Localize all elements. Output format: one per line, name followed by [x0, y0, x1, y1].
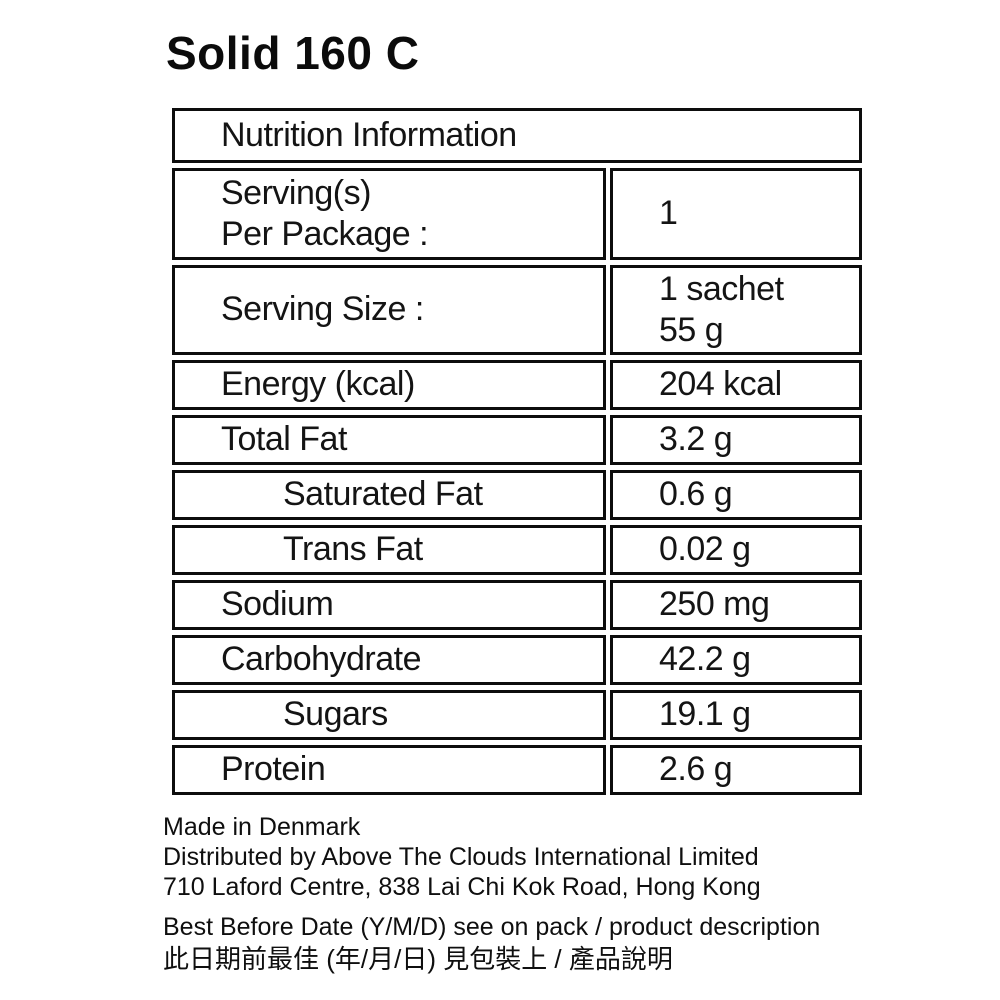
table-row-serving-size: Serving Size : 1 sachet 55 g — [172, 265, 862, 355]
table-row-carbohydrate: Carbohydrate 42.2 g — [172, 635, 862, 685]
row-label: Sodium — [172, 580, 606, 630]
table-row-sugars: Sugars 19.1 g — [172, 690, 862, 740]
row-label: Carbohydrate — [172, 635, 606, 685]
table-row-saturated-fat: Saturated Fat 0.6 g — [172, 470, 862, 520]
row-label: Sugars — [172, 690, 606, 740]
row-value: 0.6 g — [610, 470, 862, 520]
row-label: Protein — [172, 745, 606, 795]
row-label: Trans Fat — [172, 525, 606, 575]
table-row-servings-per-package: Serving(s) Per Package : 1 — [172, 168, 862, 260]
row-label: Total Fat — [172, 415, 606, 465]
best-before-text-en: Best Before Date (Y/M/D) see on pack / p… — [163, 913, 821, 941]
table-row-sodium: Sodium 250 mg — [172, 580, 862, 630]
row-value: 19.1 g — [610, 690, 862, 740]
row-label: Serving(s) Per Package : — [172, 168, 606, 260]
address-text: 710 Laford Centre, 838 Lai Chi Kok Road,… — [163, 873, 761, 901]
product-title: Solid 160 C — [166, 27, 420, 79]
table-row-energy: Energy (kcal) 204 kcal — [172, 360, 862, 410]
table-row-protein: Protein 2.6 g — [172, 745, 862, 795]
table-row-total-fat: Total Fat 3.2 g — [172, 415, 862, 465]
row-value: 1 — [610, 168, 862, 260]
row-value: 0.02 g — [610, 525, 862, 575]
nutrition-table: Nutrition Information Serving(s) Per Pac… — [172, 108, 862, 795]
nutrition-table-header-row: Nutrition Information — [172, 108, 862, 163]
row-value: 42.2 g — [610, 635, 862, 685]
best-before-text-zh: 此日期前最佳 (年/月/日) 見包裝上 / 產品說明 — [163, 944, 673, 974]
row-value: 3.2 g — [610, 415, 862, 465]
row-label: Energy (kcal) — [172, 360, 606, 410]
table-row-trans-fat: Trans Fat 0.02 g — [172, 525, 862, 575]
row-label: Saturated Fat — [172, 470, 606, 520]
distributor-text: Distributed by Above The Clouds Internat… — [163, 843, 759, 871]
footer-info: Made in Denmark Distributed by Above The… — [163, 812, 820, 976]
made-in-text: Made in Denmark — [163, 813, 361, 841]
nutrition-table-title: Nutrition Information — [172, 108, 862, 163]
row-value: 2.6 g — [610, 745, 862, 795]
row-value: 1 sachet 55 g — [610, 265, 862, 355]
row-value: 250 mg — [610, 580, 862, 630]
row-label: Serving Size : — [172, 265, 606, 355]
row-value: 204 kcal — [610, 360, 862, 410]
